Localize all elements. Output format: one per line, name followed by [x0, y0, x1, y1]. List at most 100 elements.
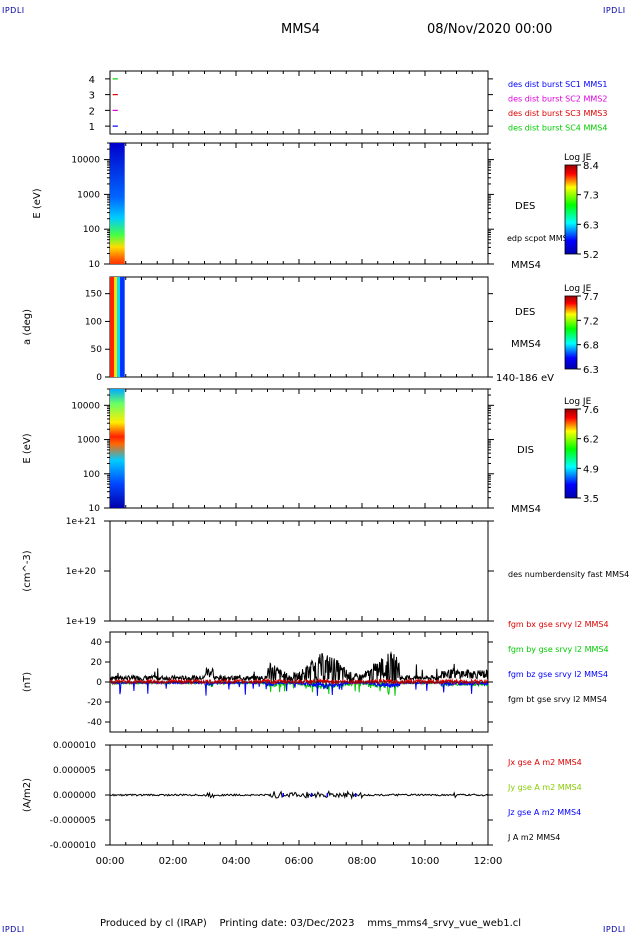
- panel-frame: [109, 520, 489, 622]
- x-tick-label: 12:00: [474, 856, 503, 867]
- corner-label-bottom-left: IPDLI: [2, 925, 25, 934]
- y-tick-label: 10000: [71, 401, 100, 411]
- colorbar-tick-label: 6.3: [583, 220, 599, 231]
- series-j: [109, 789, 489, 800]
- y-tick-label: 1e+21: [66, 517, 96, 527]
- plot-datetime: 08/Nov/2020 00:00: [427, 22, 553, 37]
- y-axis-label: (nT): [22, 672, 33, 692]
- corner-label-top-left: IPDLI: [2, 6, 25, 15]
- y-tick-label: 10: [89, 504, 101, 514]
- y-tick-label: 50: [91, 345, 103, 355]
- colorbar-tick-label: 7.2: [583, 316, 599, 327]
- spacecraft-label: MMS4: [511, 260, 541, 271]
- instrument-label: DES: [515, 201, 535, 212]
- footer-credits: Produced by cl (IRAP) Printing date: 03/…: [100, 918, 522, 929]
- instrument-label: DIS: [517, 445, 534, 456]
- y-tick-label: 100: [83, 225, 100, 235]
- legend-label: J A m2 MMS4: [507, 833, 560, 842]
- colorbar-tick-label: 6.3: [583, 365, 599, 376]
- y-tick-label: -0.000010: [50, 841, 96, 851]
- y-tick-label: 100: [83, 470, 100, 480]
- legend-label: Jz gse A m2 MMS4: [507, 808, 581, 817]
- overlay-label: edp scpot MMS4: [507, 234, 573, 243]
- panel-frame: [109, 276, 489, 378]
- y-tick-label: 4: [89, 75, 95, 86]
- colorbar-title: Log JE: [564, 284, 592, 294]
- legend-label: Jy gse A m2 MMS4: [507, 783, 582, 792]
- series-bz: [109, 680, 489, 696]
- x-tick-label: 00:00: [96, 856, 125, 867]
- y-axis-label: (cm^-3): [22, 550, 33, 591]
- colorbar: [564, 164, 578, 255]
- energy-range-label: 140-186 eV: [496, 373, 554, 384]
- y-tick-label: 0: [96, 678, 102, 688]
- legend-label: fgm by gse srvy l2 MMS4: [508, 645, 609, 654]
- y-tick-label: 40: [91, 638, 103, 648]
- x-tick-label: 02:00: [159, 856, 188, 867]
- spectrogram-des-energy: [110, 143, 125, 264]
- spacecraft-label: MMS4: [511, 504, 541, 515]
- legend-label: des dist burst SC4 MMS4: [508, 124, 607, 133]
- x-tick-label: 04:00: [222, 856, 251, 867]
- corner-label-bottom-right: IPDLI: [603, 925, 626, 934]
- colorbar-tick-label: 4.9: [583, 464, 599, 475]
- y-tick-label: 1e+20: [66, 567, 97, 577]
- y-tick-label: 20: [91, 658, 103, 668]
- series-bt: [109, 651, 489, 684]
- pitch-low-flux-band: [117, 277, 120, 377]
- colorbar: [564, 408, 578, 499]
- colorbar-tick-label: 5.2: [583, 250, 599, 261]
- y-tick-label: 3: [89, 91, 95, 102]
- y-tick-label: 1e+19: [66, 617, 97, 627]
- y-tick-label: 10000: [71, 156, 100, 166]
- y-axis-label: E (eV): [32, 188, 43, 218]
- y-tick-label: 1: [89, 122, 95, 133]
- y-tick-label: 2: [89, 106, 95, 117]
- legend-label: fgm bx gse srvy l2 MMS4: [508, 620, 609, 629]
- instrument-label: DES: [515, 307, 535, 318]
- legend-label: Jx gse A m2 MMS4: [507, 758, 582, 767]
- y-tick-label: -0.000005: [50, 816, 96, 826]
- y-tick-label: 0.000010: [53, 741, 96, 751]
- colorbar-tick-label: 6.2: [583, 435, 599, 446]
- corner-label-top-right: IPDLI: [603, 6, 626, 15]
- legend-label: des dist burst SC1 MMS1: [508, 80, 607, 89]
- colorbar-title: Log JE: [564, 397, 592, 407]
- colorbar-tick-label: 7.7: [583, 292, 599, 303]
- panel-frame: [109, 70, 489, 135]
- legend-label: des dist burst SC3 MMS3: [508, 109, 607, 118]
- colorbar-title: Log JE: [564, 153, 592, 163]
- spacecraft-label: MMS4: [511, 339, 541, 350]
- legend-label: fgm bz gse srvy l2 MMS4: [508, 670, 608, 679]
- series-label: des numberdensity fast MMS4: [508, 570, 629, 579]
- y-tick-label: 1000: [77, 436, 100, 446]
- y-tick-label: 10: [89, 260, 101, 270]
- spectrogram-dis-energy: [110, 389, 125, 508]
- y-axis-label: a (deg): [22, 309, 33, 345]
- colorbar-tick-label: 3.5: [583, 494, 599, 505]
- panel-frame: [109, 142, 489, 265]
- y-tick-label: -20: [87, 698, 102, 708]
- y-tick-label: -40: [87, 718, 102, 728]
- y-tick-label: 100: [85, 317, 102, 327]
- legend-label: des dist burst SC2 MMS2: [508, 95, 607, 104]
- y-tick-label: 150: [85, 290, 102, 300]
- x-tick-label: 06:00: [285, 856, 314, 867]
- y-tick-label: 0: [96, 373, 102, 383]
- colorbar-tick-label: 8.4: [583, 161, 599, 172]
- x-tick-label: 10:00: [411, 856, 440, 867]
- y-axis-label: E (eV): [22, 433, 33, 463]
- spacecraft-title: MMS4: [281, 22, 320, 37]
- panel-frame: [109, 388, 489, 509]
- pitch-high-flux-band: [110, 277, 114, 377]
- x-tick-label: 08:00: [348, 856, 377, 867]
- y-tick-label: 0.000000: [53, 791, 96, 801]
- legend-label: fgm bt gse srvy l2 MMS4: [508, 695, 607, 704]
- y-axis-label: (A/m2): [22, 778, 33, 812]
- y-tick-label: 0.000005: [53, 766, 96, 776]
- colorbar-tick-label: 7.3: [583, 191, 599, 202]
- colorbar-tick-label: 7.6: [583, 405, 599, 416]
- colorbar: [564, 295, 578, 370]
- y-tick-label: 1000: [77, 190, 100, 200]
